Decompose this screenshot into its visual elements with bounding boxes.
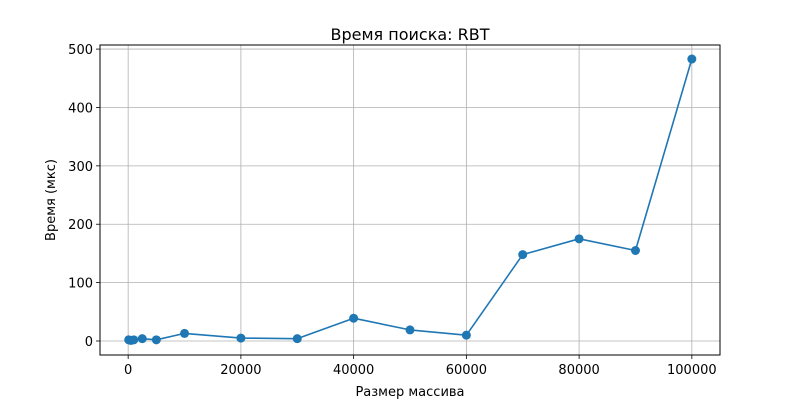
x-axis-ticks: 0 20000 40000 60000 80000 100000 bbox=[124, 355, 717, 378]
data-point bbox=[129, 335, 139, 345]
x-tick-label: 80000 bbox=[558, 363, 599, 378]
plot-area bbox=[124, 54, 697, 345]
axes-frame bbox=[99, 44, 721, 356]
data-point bbox=[349, 313, 359, 323]
data-point bbox=[574, 234, 584, 244]
data-point bbox=[405, 325, 415, 335]
x-axis-label: Размер массива bbox=[355, 385, 464, 400]
y-tick-label: 200 bbox=[68, 218, 93, 233]
y-tick-label: 300 bbox=[68, 160, 93, 175]
data-point bbox=[236, 333, 246, 343]
x-tick-label: 40000 bbox=[333, 363, 374, 378]
chart-title: Время поиска: RBT bbox=[330, 25, 489, 44]
y-axis-label: Время (мкс) bbox=[44, 159, 59, 241]
x-tick-label: 100000 bbox=[667, 363, 717, 378]
y-tick-label: 500 bbox=[68, 43, 93, 58]
data-point bbox=[137, 334, 147, 344]
data-point bbox=[292, 334, 302, 344]
x-tick-label: 60000 bbox=[446, 363, 487, 378]
y-tick-label: 100 bbox=[68, 277, 93, 292]
series-line bbox=[128, 58, 693, 342]
y-tick-label: 0 bbox=[85, 335, 93, 350]
data-point bbox=[687, 54, 697, 64]
grid-lines bbox=[100, 45, 720, 355]
y-axis-ticks: 0 100 200 300 400 500 bbox=[68, 43, 100, 350]
data-point bbox=[461, 330, 471, 340]
data-point bbox=[630, 245, 640, 255]
data-point bbox=[518, 250, 528, 260]
x-tick-label: 20000 bbox=[220, 363, 261, 378]
data-point bbox=[180, 328, 190, 338]
data-point bbox=[151, 335, 161, 345]
x-tick-label: 0 bbox=[124, 363, 132, 378]
y-tick-label: 400 bbox=[68, 101, 93, 116]
